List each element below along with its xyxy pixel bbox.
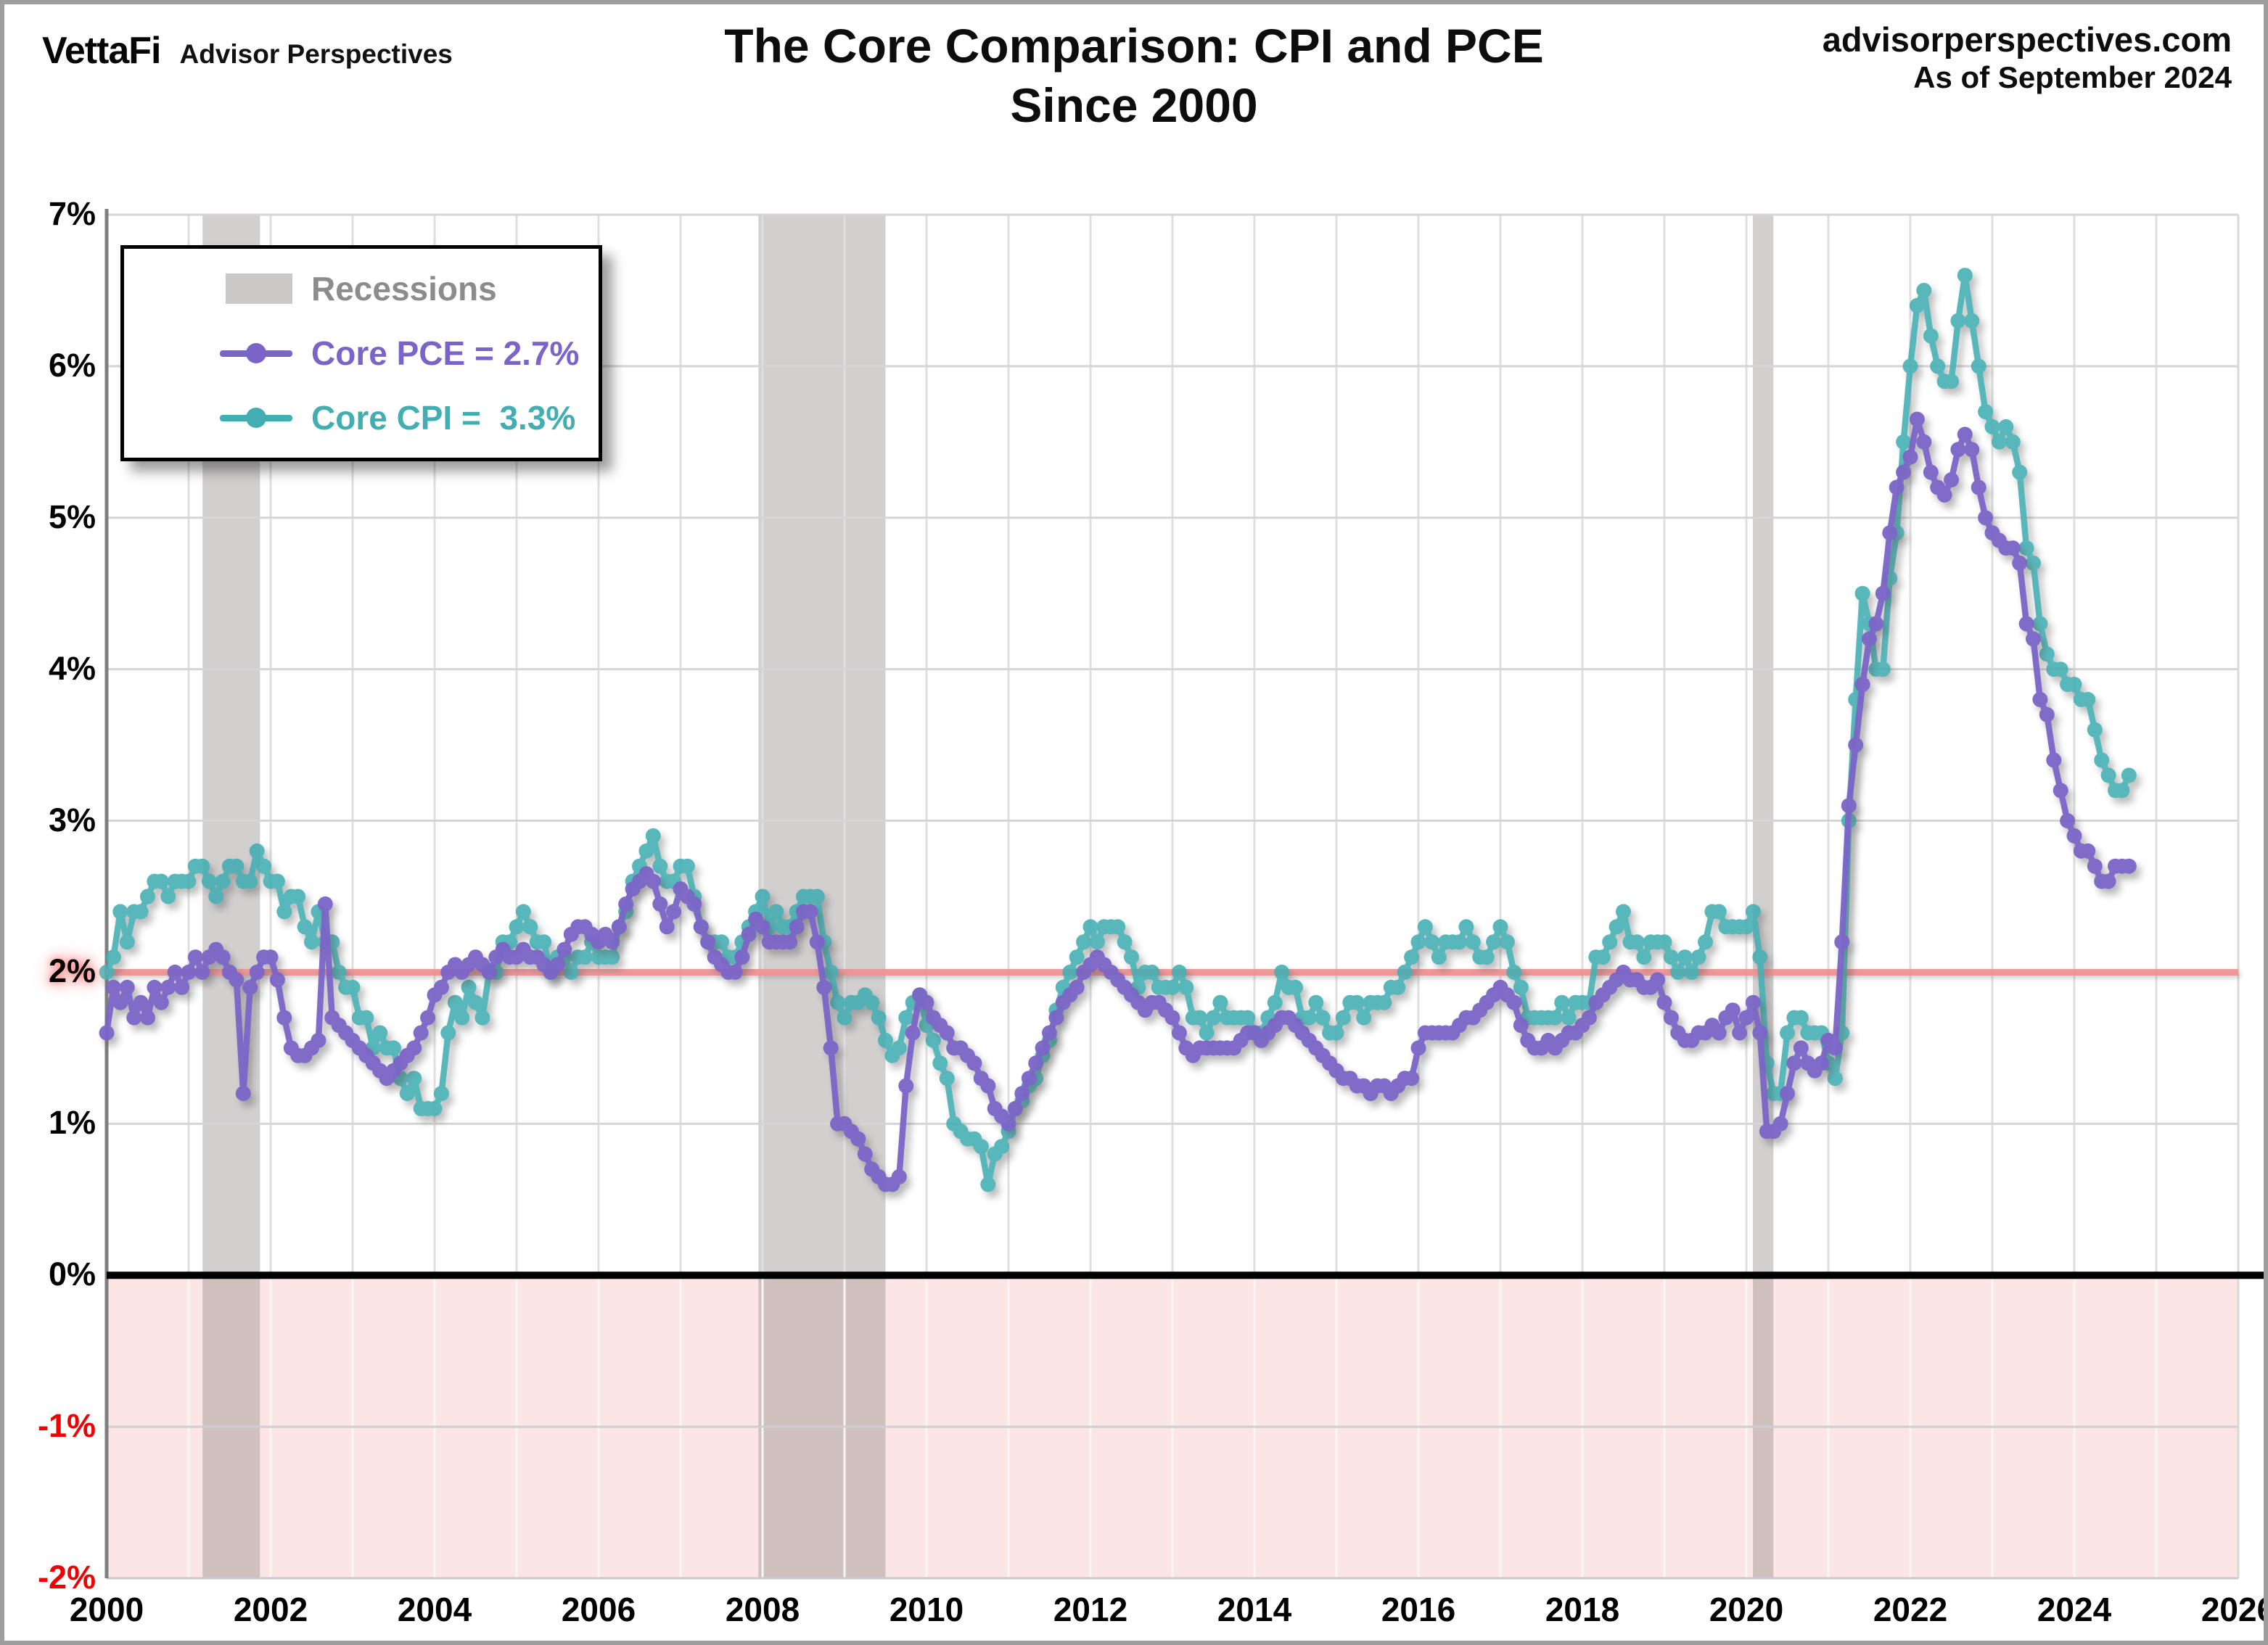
x-tick-label: 2010 xyxy=(889,1591,964,1628)
advisor-perspectives-logo-text: Advisor Perspectives xyxy=(179,39,453,69)
x-tick-label: 2008 xyxy=(725,1591,800,1628)
chart-title: The Core Comparison: CPI and PCE Since 2… xyxy=(0,22,2268,141)
y-tick-label: -1% xyxy=(37,1407,96,1445)
x-tick-label: 2026 xyxy=(2201,1591,2268,1628)
legend-pce-label: Core PCE = 2.7% xyxy=(311,334,580,372)
y-tick-label: 7% xyxy=(48,195,96,232)
pce-line-marker-icon xyxy=(220,342,292,364)
x-tick-label: 2018 xyxy=(1545,1591,1620,1628)
legend-recessions-label: Recessions xyxy=(311,269,497,308)
vettafi-logo: VettaFi xyxy=(42,30,161,72)
y-tick-label: 4% xyxy=(48,649,96,687)
x-tick-label: 2000 xyxy=(69,1591,144,1628)
as-of-date: As of September 2024 xyxy=(1913,60,2232,95)
y-tick-label: 1% xyxy=(48,1104,96,1142)
y-tick-label: 3% xyxy=(48,801,96,838)
x-tick-label: 2024 xyxy=(2037,1591,2112,1628)
x-tick-label: 2022 xyxy=(1873,1591,1948,1628)
recession-swatch-icon xyxy=(226,273,292,304)
legend-cpi-label: Core CPI = 3.3% xyxy=(311,399,576,437)
x-tick-label: 2020 xyxy=(1709,1591,1784,1628)
core-pce-series xyxy=(99,411,2137,1192)
x-tick-label: 2016 xyxy=(1381,1591,1456,1628)
legend-box: Recessions Core PCE = 2.7% Core CPI = 3.… xyxy=(120,245,602,461)
legend-row-pce: Core PCE = 2.7% xyxy=(124,334,599,373)
y-tick-label: 5% xyxy=(48,498,96,535)
recession-band xyxy=(1753,215,1774,1578)
title-line-1: The Core Comparison: CPI and PCE xyxy=(724,19,1544,73)
legend-row-cpi: Core CPI = 3.3% xyxy=(124,398,599,437)
y-tick-label: -2% xyxy=(37,1559,96,1596)
x-tick-label: 2012 xyxy=(1053,1591,1128,1628)
legend-row-recessions: Recessions xyxy=(124,269,599,308)
site-url: advisorperspectives.com xyxy=(1822,20,2232,59)
y-tick-label: 2% xyxy=(48,952,96,990)
header-right: advisorperspectives.com As of September … xyxy=(1823,20,2232,96)
title-line-2: Since 2000 xyxy=(1010,78,1258,132)
x-tick-label: 2002 xyxy=(233,1591,308,1628)
x-tick-label: 2014 xyxy=(1217,1591,1292,1628)
x-tick-label: 2006 xyxy=(561,1591,636,1628)
header-logo: VettaFi Advisor Perspectives xyxy=(42,29,453,73)
y-tick-label: 6% xyxy=(48,346,96,384)
cpi-line-marker-icon xyxy=(220,407,292,429)
x-tick-label: 2004 xyxy=(397,1591,472,1628)
y-tick-label: 0% xyxy=(48,1256,96,1293)
